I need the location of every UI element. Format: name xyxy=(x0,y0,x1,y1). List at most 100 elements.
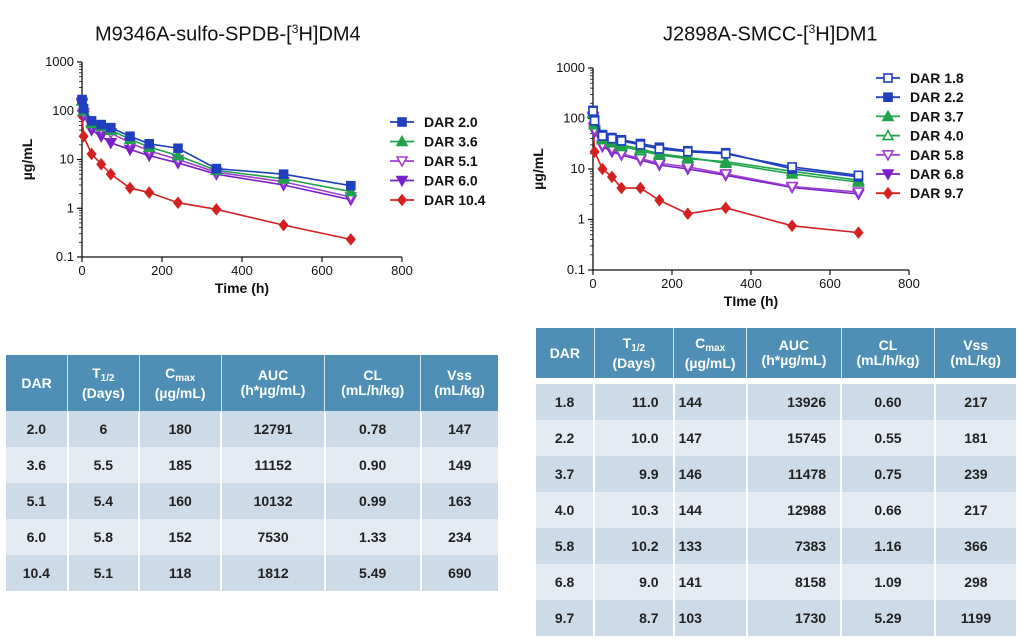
right-point-dar-5-8 xyxy=(719,169,733,181)
right-cell-t: 9.0 xyxy=(594,564,675,600)
right-legend-label: DAR 3.7 xyxy=(910,108,964,124)
left-legend-marker xyxy=(395,134,409,147)
right-table-row: 5.8 10.2 133 7383 1.16 366 xyxy=(536,528,1016,564)
right-col-header-auc: AUC (h*µg/mL) xyxy=(746,328,842,378)
right-point-dar-9-7 xyxy=(597,162,608,176)
left-legend-label: DAR 2.0 xyxy=(424,114,478,130)
right-point-dar-3-7 xyxy=(681,150,695,163)
left-col-header-sub: max xyxy=(175,372,196,384)
left-point-dar-2-0 xyxy=(106,122,116,133)
left-title-sup: 3 xyxy=(291,22,299,36)
right-chart-title: J2898A-SMCC-[3H]DM1 xyxy=(663,22,878,47)
right-legend-marker xyxy=(882,186,894,200)
left-cell-dar: 6.0 xyxy=(6,519,69,555)
right-cell-auc: 11478 xyxy=(746,456,843,492)
right-cell-auc: 15745 xyxy=(746,420,843,456)
right-legend-item-dar-9-7: DAR 9.7 xyxy=(876,185,964,201)
left-col-header-sub: 1/2 xyxy=(100,372,115,384)
right-series-dar-9-7 xyxy=(588,117,864,239)
left-col-header-vss: Vss (mL/kg) xyxy=(420,355,498,411)
right-legend-label: DAR 5.8 xyxy=(910,147,964,163)
right-cell-dar: 5.8 xyxy=(536,528,596,564)
right-legend-item-dar-5-8: DAR 5.8 xyxy=(876,147,964,163)
left-table-row: 3.6 5.5 185 11152 0.90 149 xyxy=(6,447,498,483)
left-cell-c: 185 xyxy=(139,447,223,483)
right-col-header-main: CL xyxy=(878,337,898,353)
right-title-sup: 3 xyxy=(808,22,816,36)
right-y-axis-label: µg/mL xyxy=(530,148,546,190)
left-point-dar-10-4 xyxy=(96,157,107,171)
right-cell-dar: 4.0 xyxy=(536,492,596,528)
right-point-dar-9-7 xyxy=(720,201,731,215)
right-point-dar-5-8 xyxy=(852,187,865,199)
right-point-dar-1-8 xyxy=(787,162,797,172)
left-cell-cl: 1.33 xyxy=(324,519,422,555)
right-cell-c: 147 xyxy=(673,420,748,456)
right-col-header-main: C xyxy=(695,334,706,351)
left-cell-c: 160 xyxy=(139,483,223,519)
right-cell-t: 9.9 xyxy=(594,456,675,492)
right-col-header-main: DAR xyxy=(549,344,581,361)
right-spacer-row xyxy=(536,378,1016,384)
right-cell-vss: 298 xyxy=(934,564,1016,600)
left-point-dar-10-4 xyxy=(278,218,289,232)
right-col-header-unit: (h*µg/mL) xyxy=(761,352,827,368)
right-cell-auc: 1730 xyxy=(746,600,843,636)
right-table-row: 9.7 8.7 103 1730 5.29 1199 xyxy=(536,600,1016,636)
right-cell-dar: 6.8 xyxy=(536,564,596,600)
right-cell-t: 8.7 xyxy=(594,600,675,636)
right-point-dar-9-7 xyxy=(589,145,600,158)
left-point-dar-2-0 xyxy=(144,138,154,149)
right-legend-marker xyxy=(883,92,893,102)
left-pk-table: DAR T1/2 (Days) Cmax (µg/mL) AUC (h*µg/mL) CL (m… xyxy=(6,355,498,591)
right-x-tick-label: 600 xyxy=(819,276,841,291)
left-point-dar-3-6 xyxy=(171,148,185,161)
right-col-header-sub: 1/2 xyxy=(631,342,646,354)
left-cell-cl: 0.78 xyxy=(324,411,422,447)
right-table-row: 1.8 11.0 144 13926 0.60 217 xyxy=(536,384,1016,420)
left-col-header-unit: (mL/kg) xyxy=(434,382,485,398)
right-point-dar-1-8 xyxy=(654,144,665,154)
right-point-dar-1-8 xyxy=(589,116,600,126)
right-col-header-t: T1/2 (Days) xyxy=(594,328,675,378)
left-cell-c: 118 xyxy=(139,555,223,591)
right-legend-marker xyxy=(881,150,895,162)
left-cell-t: 5.4 xyxy=(67,483,141,519)
left-col-header-main: CL xyxy=(363,367,383,383)
left-point-dar-2-0 xyxy=(77,94,87,105)
left-point-dar-2-0 xyxy=(345,180,356,191)
right-point-dar-9-7 xyxy=(853,226,864,239)
left-col-header-t: T1/2 (Days) xyxy=(67,355,140,411)
right-legend-marker xyxy=(883,73,893,83)
right-cell-vss: 181 xyxy=(934,420,1016,456)
right-legend-label: DAR 6.8 xyxy=(910,166,964,182)
left-x-tick-label: 200 xyxy=(151,263,173,278)
left-legend-label: DAR 3.6 xyxy=(424,134,478,150)
right-legend-label: DAR 1.8 xyxy=(910,70,964,86)
right-series-dar-1-8 xyxy=(588,106,864,181)
right-col-header-c: Cmax (µg/mL) xyxy=(673,328,748,378)
left-col-header-main: Vss xyxy=(447,367,472,383)
left-cell-cl: 5.49 xyxy=(324,555,422,591)
right-cell-c: 146 xyxy=(673,456,748,492)
right-point-dar-1-8 xyxy=(682,146,693,157)
left-x-tick-label: 400 xyxy=(231,263,253,278)
left-x-tick-label: 600 xyxy=(311,263,333,278)
right-cell-auc: 13926 xyxy=(746,384,843,420)
right-x-tick-label: 800 xyxy=(898,276,920,291)
right-cell-c: 133 xyxy=(673,528,748,564)
left-series-dar-2-0 xyxy=(77,94,356,191)
right-cell-t: 10.2 xyxy=(594,528,675,564)
right-point-dar-3-7 xyxy=(719,156,733,169)
right-cell-dar: 2.2 xyxy=(536,420,596,456)
left-cell-vss: 163 xyxy=(420,483,498,519)
right-table-row: 4.0 10.3 144 12988 0.66 217 xyxy=(536,492,1016,528)
right-cell-c: 103 xyxy=(673,600,748,636)
right-y-tick-label: 1 xyxy=(578,212,585,227)
left-col-header-dar: DAR xyxy=(6,355,69,411)
right-col-header-main: AUC xyxy=(778,337,810,353)
right-x-axis-label: TIme (h) xyxy=(724,293,778,309)
right-cell-vss: 239 xyxy=(934,456,1016,492)
left-cell-auc: 12791 xyxy=(221,411,326,447)
right-y-tick-label: 100 xyxy=(563,111,585,126)
